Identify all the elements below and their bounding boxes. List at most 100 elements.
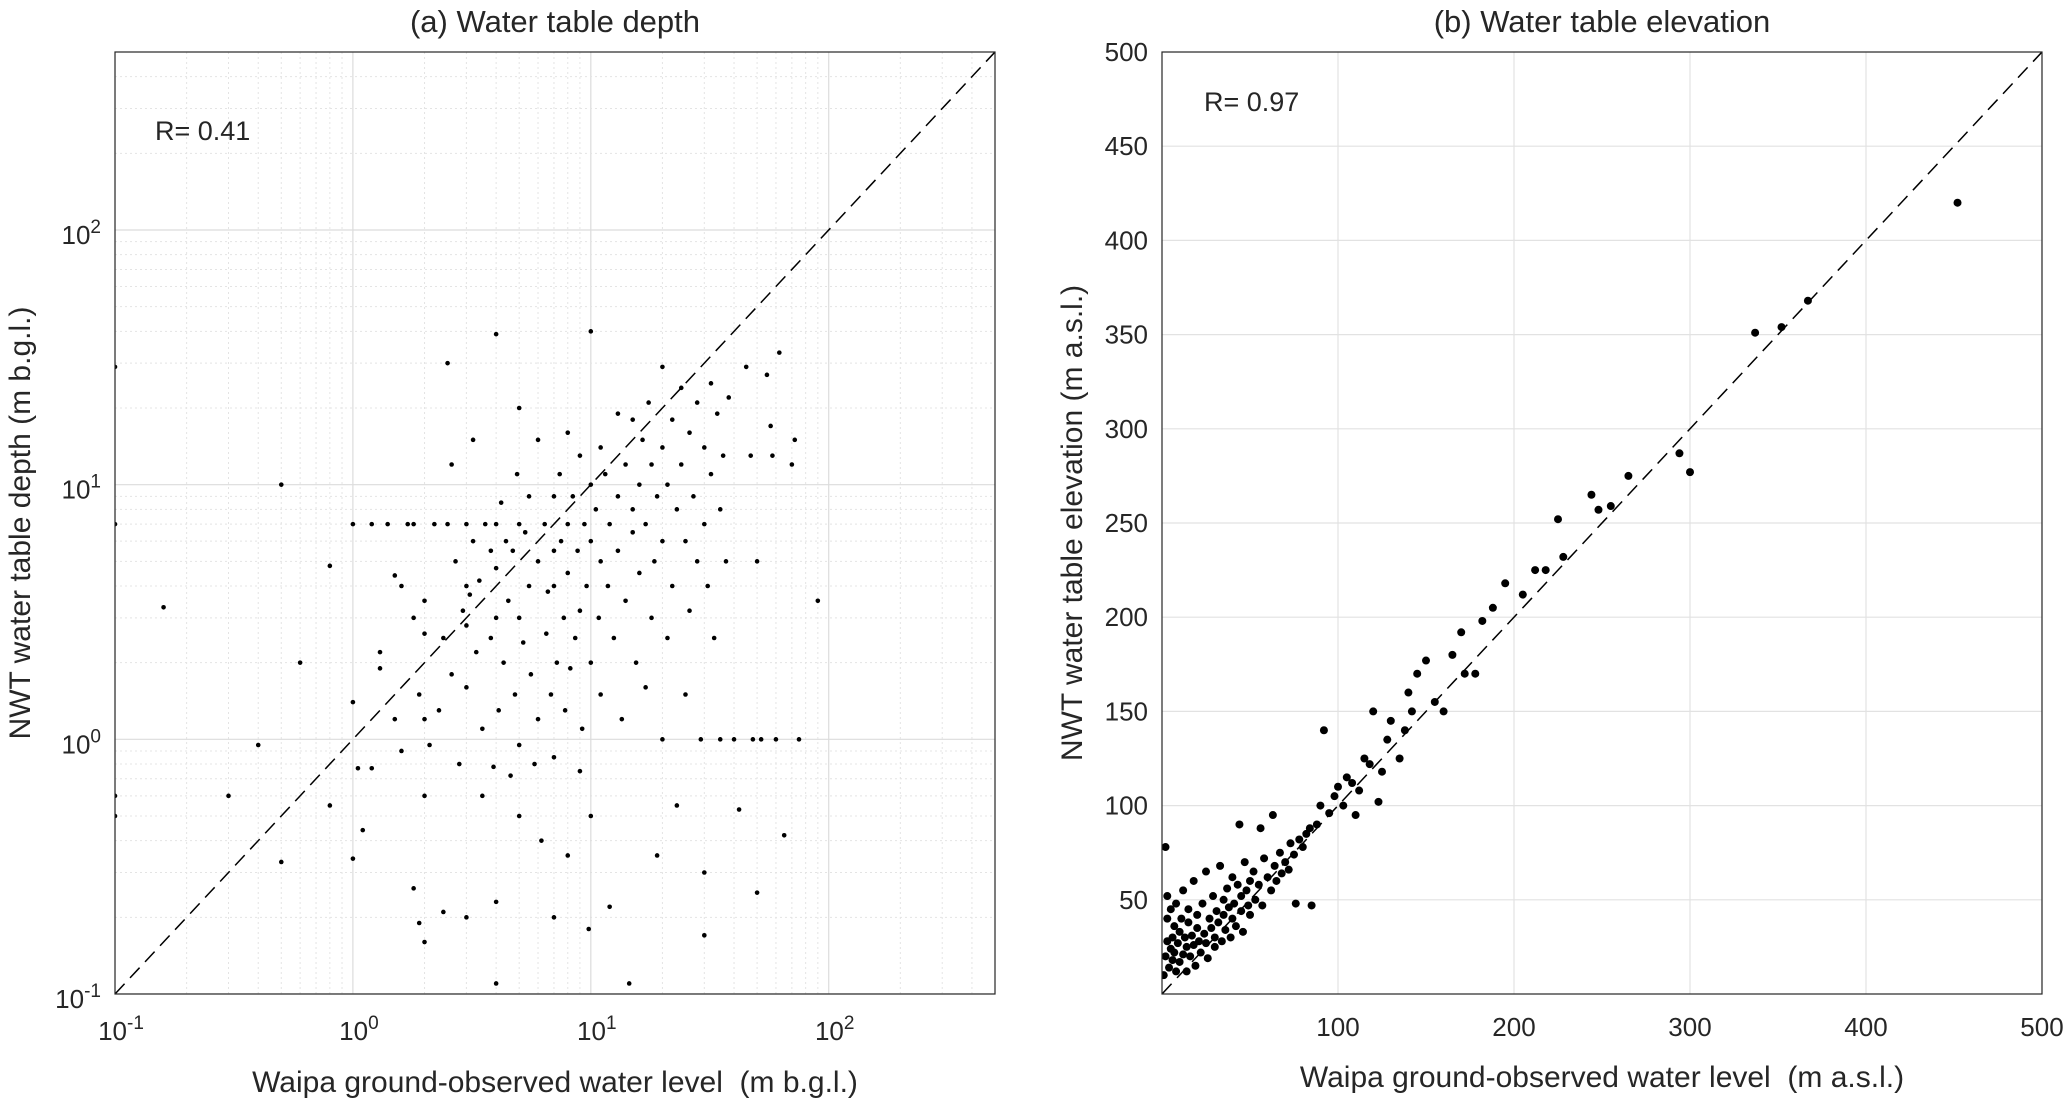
panel-b-point <box>1207 924 1216 933</box>
panel-b-y-tick-label: 250 <box>1105 508 1148 538</box>
panel-a-point <box>565 521 571 527</box>
panel-b-point <box>1209 892 1218 901</box>
panel-b-point <box>1237 892 1246 901</box>
panel-a-point <box>630 417 636 422</box>
panel-a-point <box>678 385 684 391</box>
panel-b-point <box>1325 809 1334 818</box>
panel-b-point <box>1246 910 1254 919</box>
panel-a-point <box>491 764 496 770</box>
panel-b-point <box>1268 811 1277 820</box>
panel-a-point <box>480 793 485 799</box>
panel-a-point <box>764 372 770 378</box>
panel-a-point <box>687 608 692 613</box>
panel-b-point <box>1260 854 1269 863</box>
panel-a-point <box>615 411 621 416</box>
panel-b-point <box>1281 858 1290 867</box>
panel-b-point <box>1193 910 1202 919</box>
panel-a-point <box>768 423 773 429</box>
panel-a-point <box>496 708 501 713</box>
panel-b-point <box>1439 707 1448 716</box>
panel-a-point <box>607 521 612 527</box>
panel-a-one-to-one-line <box>115 52 995 994</box>
panel-b-one-to-one-line <box>1162 52 2042 994</box>
panel-a-point <box>506 598 511 604</box>
panel-b-point <box>1237 907 1246 916</box>
panel-a-point <box>674 507 680 512</box>
panel-b-point <box>1298 843 1307 852</box>
panel-a-point <box>350 699 356 705</box>
panel-a-point <box>683 692 688 697</box>
panel-a-point <box>623 598 628 604</box>
panel-a-point <box>493 615 499 621</box>
panel-a-point <box>669 583 675 589</box>
panel-b-point <box>1187 931 1196 940</box>
panel-b-point <box>1404 688 1413 697</box>
panel-a-point <box>360 827 366 833</box>
panel-a-point <box>327 803 333 808</box>
panel-a-point <box>464 623 469 628</box>
panel-a-point <box>445 360 450 366</box>
panel-a-point <box>516 813 522 819</box>
panel-a-point <box>723 559 729 564</box>
panel-a-point <box>586 926 592 932</box>
panel-a-point <box>545 589 551 594</box>
panel-a-point <box>654 853 660 858</box>
panel-b-point <box>1175 957 1184 966</box>
panel-a-point <box>708 381 714 386</box>
panel-b-point <box>1163 892 1172 901</box>
panel-b-point <box>1953 198 1962 207</box>
panel-a-point <box>669 417 675 422</box>
panel-b-point <box>1675 449 1684 458</box>
panel-b-point <box>1307 901 1316 910</box>
panel-a-y-axis-label: NWT water table depth (m b.g.l.) <box>4 307 37 740</box>
panel-a-point <box>577 453 583 458</box>
panel-a-point <box>584 583 589 589</box>
panel-b-point <box>1478 616 1487 625</box>
panel-b-point <box>1196 948 1205 957</box>
panel-b-water-table-elevation: 100 200 300 400 500 50 100 150 200 250 300 350 400 45… <box>1056 4 2064 1094</box>
panel-a-point <box>543 631 549 636</box>
panel-a-point <box>582 521 587 527</box>
panel-b-point <box>1291 899 1300 908</box>
panel-a-point <box>570 494 576 499</box>
panel-a-point <box>665 635 670 641</box>
panel-a-point <box>652 559 657 564</box>
panel-a-point <box>731 737 737 742</box>
panel-b-point <box>1228 873 1237 882</box>
panel-a-point <box>501 660 506 665</box>
panel-b-correlation-annotation: R= 0.97 <box>1204 87 1299 117</box>
panel-b-point <box>1751 328 1760 337</box>
panel-a-point <box>532 761 537 767</box>
panel-a-point <box>588 329 594 334</box>
panel-b-point <box>1348 778 1357 787</box>
panel-a-point <box>416 692 422 697</box>
panel-a-point <box>498 500 504 505</box>
panel-a-point <box>516 405 522 411</box>
panel-a-point <box>748 453 754 458</box>
panel-b-x-tick-label: 400 <box>1844 1012 1887 1042</box>
panel-b-axes-box <box>1161 51 2043 995</box>
panel-a-point <box>522 530 528 535</box>
panel-a-point <box>588 482 594 487</box>
panel-b-point <box>1212 907 1221 916</box>
panel-a-point <box>416 920 422 926</box>
panel-a-point <box>720 453 726 458</box>
panel-a-point <box>702 933 707 938</box>
panel-b-point <box>1163 914 1172 923</box>
panel-b-point <box>1162 971 1168 980</box>
panel-a-point <box>796 737 802 742</box>
panel-a-point <box>297 660 303 665</box>
panel-b-point <box>1219 910 1228 919</box>
panel-a-point <box>750 737 756 742</box>
panel-b-point <box>1422 656 1430 665</box>
panel-a-point <box>516 615 522 621</box>
panel-a-point <box>615 494 621 499</box>
panel-b-point <box>1172 899 1181 908</box>
panel-a-correlation-annotation: R= 0.41 <box>155 116 250 146</box>
panel-b-point <box>1246 876 1254 885</box>
panel-a-point <box>705 583 711 589</box>
panel-a-point <box>754 890 760 895</box>
panel-b-point <box>1471 669 1480 678</box>
panel-a-point <box>453 559 458 564</box>
panel-b-point <box>1177 914 1186 923</box>
